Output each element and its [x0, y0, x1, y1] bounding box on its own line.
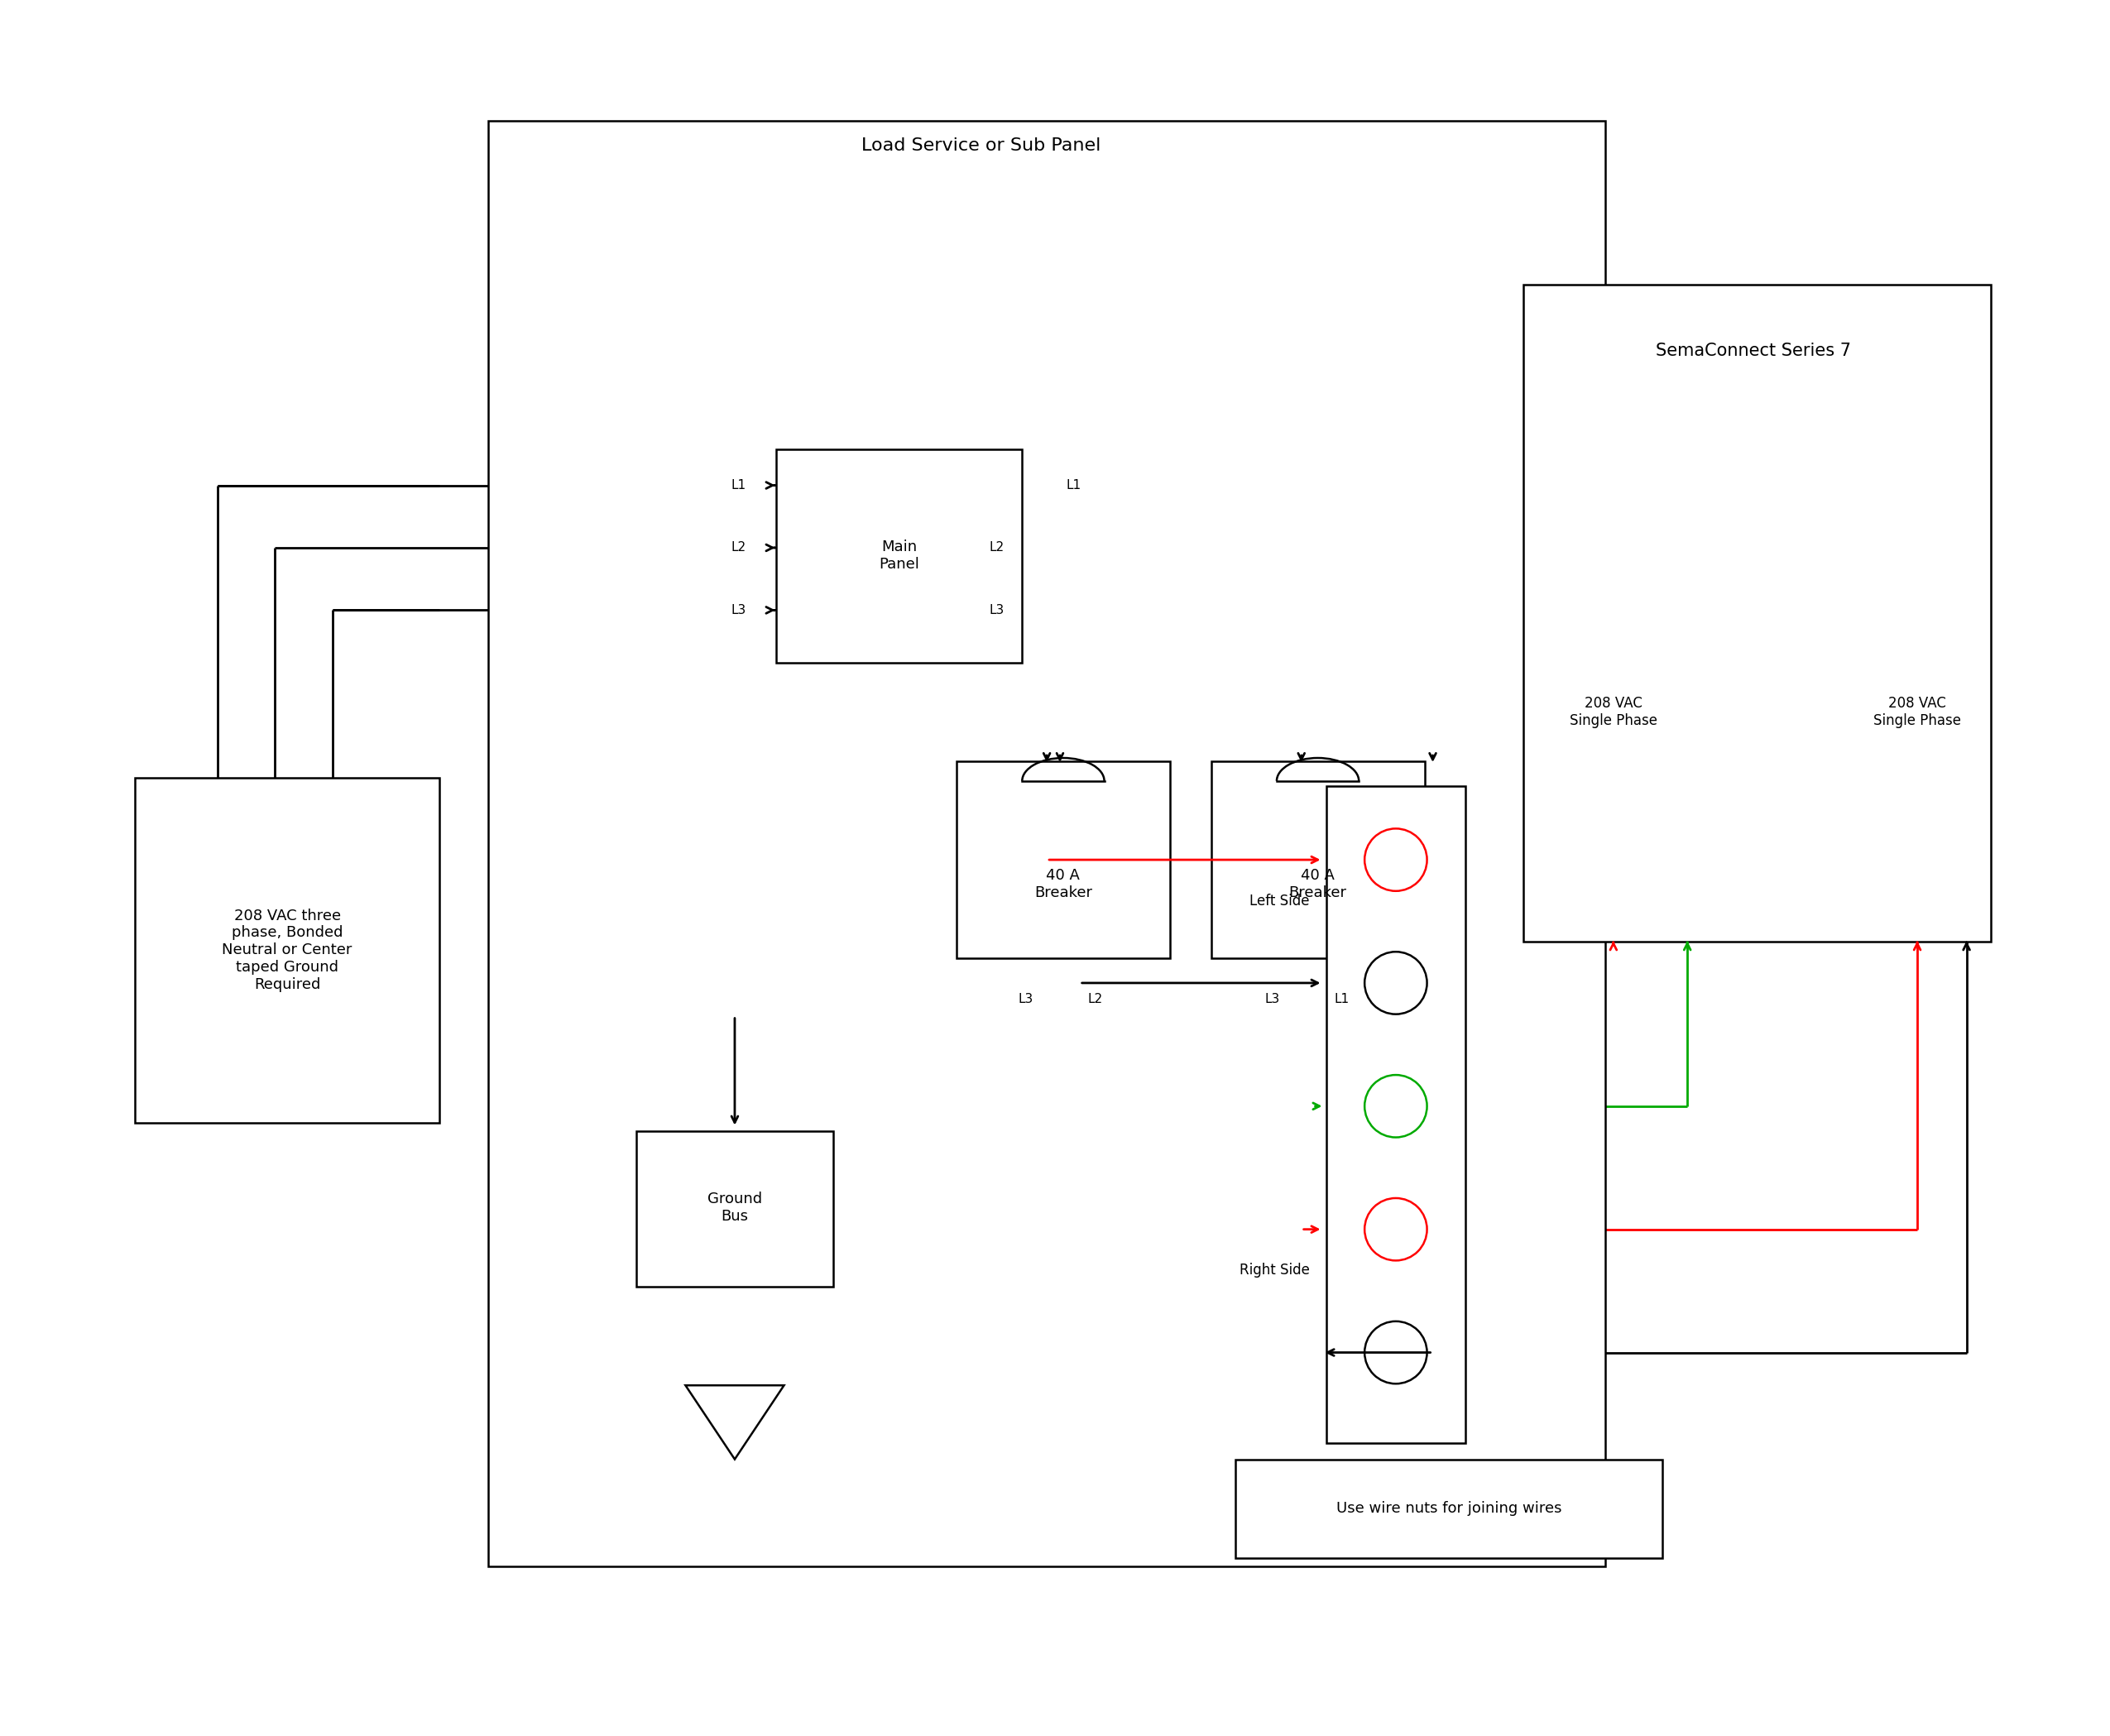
FancyBboxPatch shape: [1211, 762, 1424, 958]
FancyBboxPatch shape: [776, 450, 1021, 663]
FancyBboxPatch shape: [637, 1130, 833, 1286]
Text: 208 VAC
Single Phase: 208 VAC Single Phase: [1874, 696, 1960, 729]
Text: L3: L3: [990, 604, 1004, 616]
FancyBboxPatch shape: [135, 778, 439, 1123]
Text: L2: L2: [1089, 993, 1104, 1005]
Text: Main
Panel: Main Panel: [878, 540, 920, 571]
FancyBboxPatch shape: [1523, 285, 1992, 943]
Text: L3: L3: [732, 604, 747, 616]
Text: Load Service or Sub Panel: Load Service or Sub Panel: [861, 137, 1101, 153]
Text: L2: L2: [990, 542, 1004, 554]
Text: L1: L1: [1066, 479, 1082, 491]
FancyBboxPatch shape: [1325, 786, 1466, 1443]
Text: 40 A
Breaker: 40 A Breaker: [1289, 868, 1346, 901]
Text: 208 VAC three
phase, Bonded
Neutral or Center
taped Ground
Required: 208 VAC three phase, Bonded Neutral or C…: [222, 908, 352, 991]
Text: Left Side: Left Side: [1249, 894, 1310, 908]
FancyBboxPatch shape: [956, 762, 1169, 958]
Text: L3: L3: [1019, 993, 1034, 1005]
FancyBboxPatch shape: [1236, 1460, 1663, 1557]
FancyBboxPatch shape: [487, 122, 1606, 1566]
Text: 208 VAC
Single Phase: 208 VAC Single Phase: [1570, 696, 1656, 729]
Text: L2: L2: [732, 542, 747, 554]
Text: L3: L3: [1264, 993, 1281, 1005]
Text: L1: L1: [732, 479, 747, 491]
Text: Ground
Bus: Ground Bus: [707, 1193, 762, 1224]
Text: L1: L1: [1334, 993, 1348, 1005]
Text: SemaConnect Series 7: SemaConnect Series 7: [1656, 342, 1850, 359]
Text: Use wire nuts for joining wires: Use wire nuts for joining wires: [1336, 1502, 1561, 1516]
Text: 40 A
Breaker: 40 A Breaker: [1034, 868, 1093, 901]
Text: Right Side: Right Side: [1239, 1262, 1310, 1278]
